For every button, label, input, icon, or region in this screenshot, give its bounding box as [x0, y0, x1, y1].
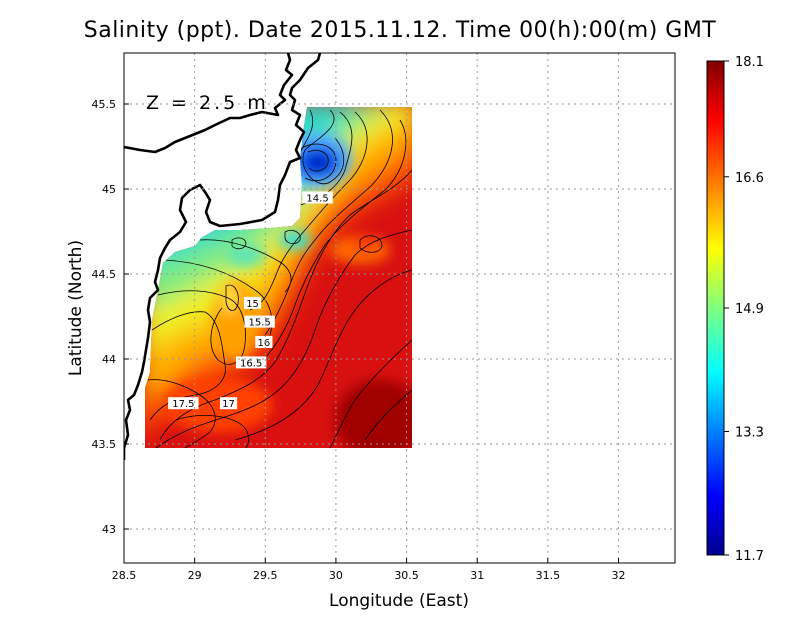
plot-title: Salinity (ppt). Date 2015.11.12. Time 00…	[83, 18, 717, 43]
contour-label-bg	[219, 397, 238, 410]
y-tick-label: 45	[102, 183, 116, 196]
y-axis-label: Latitude (North)	[66, 240, 86, 376]
x-tick-label: 32	[611, 569, 625, 582]
x-tick-label: 29.5	[253, 569, 278, 582]
contour-label-bg	[255, 336, 273, 348]
contour-line	[159, 169, 412, 441]
contour-line	[307, 150, 329, 172]
x-tick-label: 28.5	[112, 569, 137, 582]
colorbar-tick-label: 16.6	[735, 171, 764, 186]
depth-label: Z = 2.5 m	[146, 92, 269, 114]
contour-label: 14.5	[306, 194, 328, 205]
contour-line	[299, 143, 337, 182]
contour-label: 17	[222, 399, 235, 410]
contour-line	[359, 235, 383, 253]
contour-line	[225, 284, 239, 311]
contour-label: 15.5	[248, 318, 270, 329]
contour-labels: 14.5 15 15.5 16 16.5 17.5 17	[168, 191, 333, 410]
contour-label: 16	[258, 338, 271, 349]
colorbar-tick-label: 18.1	[735, 55, 764, 70]
contour-label-bg	[244, 315, 275, 328]
coastline	[124, 53, 322, 460]
contour-label-bg	[168, 397, 199, 410]
contour-lines	[147, 109, 412, 448]
y-tick-labels: 43 43.5 44 44.5 45 45.5	[92, 98, 129, 536]
contour-line	[231, 237, 247, 250]
colorbar-tick-label: 14.9	[735, 302, 764, 317]
colorbar-tick-label: 13.3	[735, 426, 764, 441]
contour-line	[199, 239, 292, 293]
contour-label-bg	[243, 296, 262, 309]
contour-line	[147, 379, 216, 448]
contour-label-bg	[235, 356, 267, 369]
contour-label: 15	[246, 299, 259, 310]
x-tick-label: 29	[188, 569, 202, 582]
colorbar-tick-label: 11.7	[735, 549, 764, 564]
colorbar-tick-labels: 18.1 16.6 14.9 13.3 11.7	[724, 55, 764, 564]
x-tick-labels: 28.5 29 29.5 30 30.5 31 31.5 32	[112, 558, 625, 582]
contour-line	[284, 230, 301, 244]
contour-line	[157, 290, 246, 365]
contour-line	[257, 109, 393, 346]
x-tick-label: 31.5	[536, 569, 561, 582]
y-tick-label: 44.5	[92, 268, 117, 281]
plot-frame	[123, 52, 676, 564]
contour-line	[175, 415, 250, 448]
contour-label: 17.5	[172, 399, 194, 410]
contour-label-bg	[302, 191, 333, 204]
contour-line	[249, 111, 368, 311]
x-tick-label: 31	[470, 569, 484, 582]
contour-line	[234, 269, 412, 441]
x-tick-label: 30	[329, 569, 343, 582]
y-tick-label: 43	[102, 523, 116, 536]
colorbar	[706, 60, 725, 556]
y-tick-label: 43.5	[92, 438, 117, 451]
contour-line	[329, 339, 412, 448]
contour-line	[302, 109, 345, 185]
x-axis-label: Longitude (East)	[329, 591, 469, 611]
contour-label: 16.5	[240, 358, 262, 369]
y-tick-label: 44	[102, 353, 116, 366]
contour-line	[257, 119, 407, 366]
x-tick-label: 30.5	[394, 569, 419, 582]
contour-line	[155, 229, 412, 448]
contour-line	[364, 389, 412, 441]
y-tick-label: 45.5	[92, 98, 117, 111]
